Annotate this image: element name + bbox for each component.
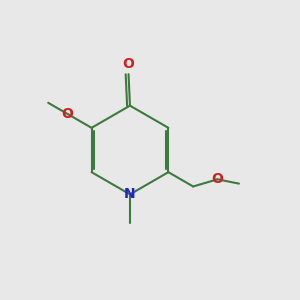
Text: O: O [61,106,73,121]
Text: O: O [123,57,134,71]
Text: N: N [124,187,136,201]
Text: O: O [212,172,224,186]
